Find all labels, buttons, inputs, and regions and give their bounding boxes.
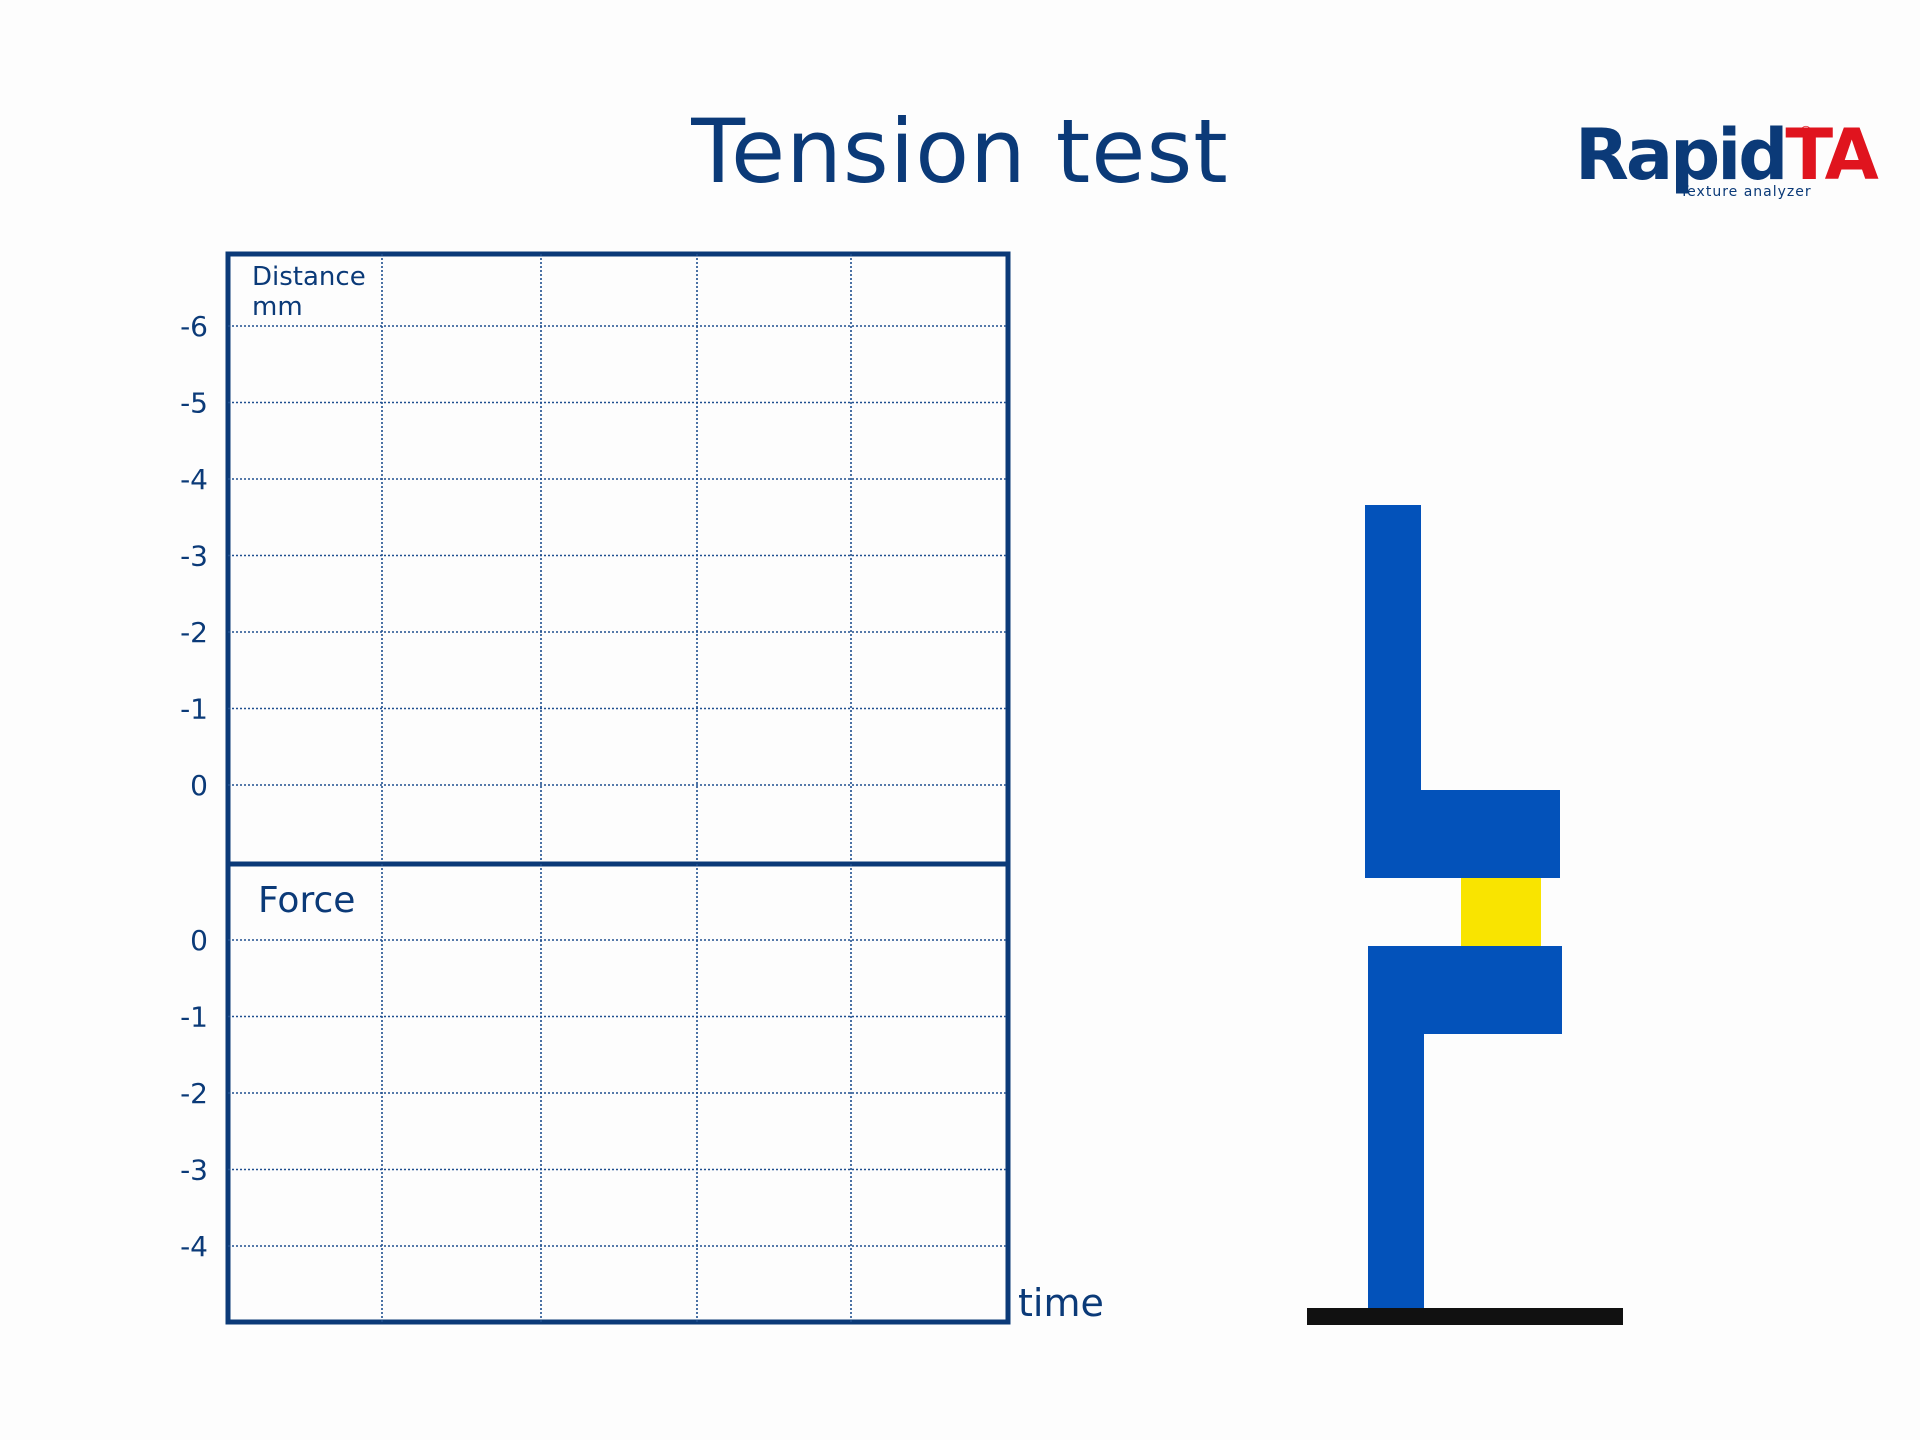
distance-panel: Distance mm -6 -5 -4 -3 -2 -1 0 (180, 251, 1011, 867)
force-tick-label: 0 (190, 924, 208, 957)
force-grid (228, 864, 1008, 1322)
upper-grip (1365, 790, 1560, 878)
force-tick-label: -2 (180, 1077, 208, 1110)
logo-registered-mark: ® (1800, 124, 1812, 141)
distance-tick-label: -5 (180, 387, 208, 420)
distance-panel-frame (225, 251, 1011, 867)
distance-tick-label: 0 (190, 769, 208, 802)
lower-arm-vertical (1368, 1030, 1424, 1310)
force-tick-label: -1 (180, 1001, 208, 1034)
page-title: Tension test (691, 100, 1229, 203)
force-tick-label: -4 (180, 1230, 208, 1263)
distance-grid (228, 254, 1008, 864)
logo-wordmark: RapidTA (1575, 120, 1879, 190)
base-plate (1307, 1308, 1623, 1325)
rapidta-logo: RapidTA ® Texture analyzer (1575, 120, 1879, 210)
distance-tick-label: -6 (180, 310, 208, 343)
logo-tagline: Texture analyzer (1680, 184, 1812, 200)
distance-tick-label: -3 (180, 540, 208, 573)
upper-arm-vertical (1365, 505, 1421, 795)
distance-tick-label: -1 (180, 693, 208, 726)
distance-tick-label: -4 (180, 463, 208, 496)
force-axis-label: Force (258, 880, 355, 921)
distance-axis-unit: mm (252, 292, 303, 322)
time-axis-label: time (1018, 1281, 1104, 1325)
distance-tick-label: -2 (180, 616, 208, 649)
distance-axis-label: Distance (252, 262, 366, 292)
distance-tick-labels: -6 -5 -4 -3 -2 -1 0 (180, 310, 208, 802)
logo-brand-primary: Rapid (1575, 114, 1788, 196)
force-panel: Force 0 -1 -2 -3 -4 (180, 861, 1011, 1325)
lower-grip (1368, 946, 1562, 1034)
tension-fixture (1307, 505, 1623, 1325)
test-sample (1461, 878, 1541, 946)
logo-brand-accent: TA (1785, 114, 1878, 196)
force-tick-label: -3 (180, 1154, 208, 1187)
force-tick-labels: 0 -1 -2 -3 -4 (180, 924, 208, 1263)
